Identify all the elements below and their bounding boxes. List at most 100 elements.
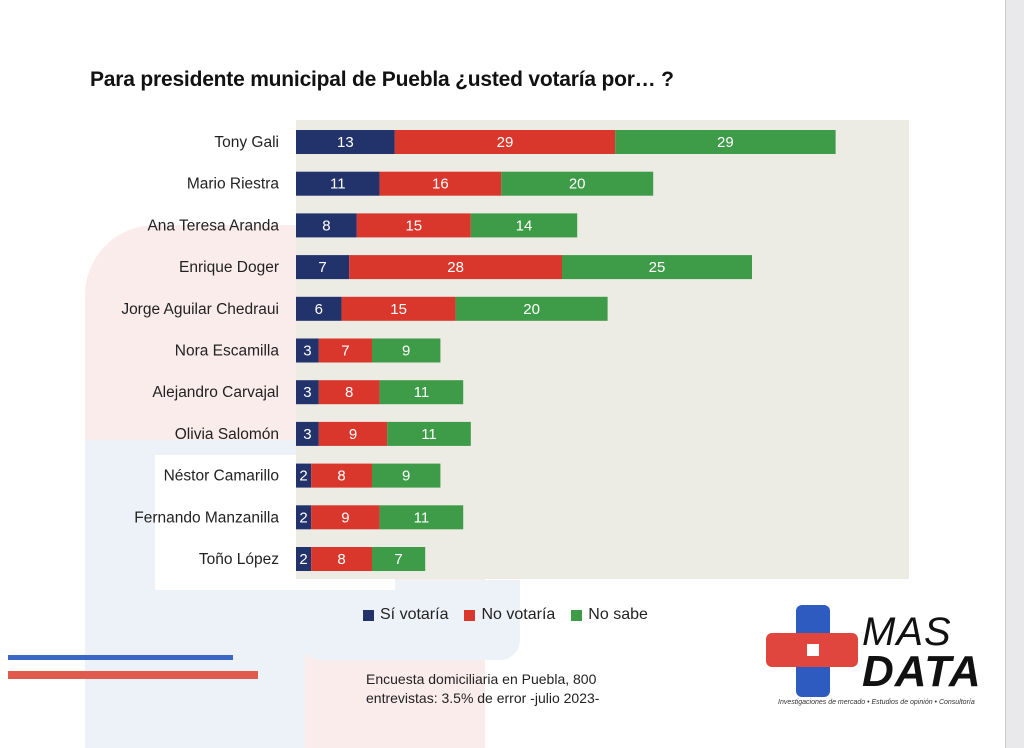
data-label-si: 3 [303,384,311,401]
data-label-no: 15 [390,301,407,318]
legend-item-nosabe: No sabe [571,606,648,624]
source-line-2: entrevistas: 3.5% de error -julio 2023- [366,690,600,706]
decorative-stripe-blue [8,655,233,660]
data-label-no: 7 [341,343,349,360]
data-label-no: 15 [405,217,422,234]
category-label: Fernando Manzanilla [134,509,279,526]
data-label-nosabe: 11 [414,509,430,526]
logo-wordmark: MAS DATA [862,612,982,696]
bar-segment-no [394,130,616,154]
legend-label-no: No votaría [481,606,556,623]
data-label-no: 8 [345,384,353,401]
bar-segment-nosabe [470,213,578,238]
bar-segment-no [311,505,380,530]
bar-segment-nosabe [455,296,608,321]
decorative-stripe-red [8,671,258,679]
data-label-nosabe: 9 [402,468,410,485]
chart-title: Para presidente municipal de Puebla ¿ust… [90,68,674,91]
bar-segment-si [296,255,350,280]
legend: Sí votaría No votaría No sabe [363,606,664,624]
bar-segment-si [296,421,319,446]
category-labels: Tony Gali Mario Riestra Ana Teresa Aranda E… [121,134,279,568]
data-label-nosabe: 11 [421,426,437,443]
bar-segment-si [296,130,395,154]
bar-segment-si [296,296,342,321]
data-label-si: 13 [337,134,354,151]
data-label-no: 8 [337,468,345,485]
data-label-nosabe: 9 [402,343,410,360]
data-label-no: 8 [337,551,345,568]
category-label: Ana Teresa Aranda [147,217,279,234]
category-label: Néstor Camarillo [164,468,279,485]
category-label: Olivia Salomón [175,426,279,443]
bar-segment-nosabe [562,255,752,280]
bar-segment-si [296,463,312,488]
bar-segment-si [296,213,357,238]
legend-swatch-no [464,609,476,621]
legend-item-si: Sí votaría [363,606,448,624]
logo-cross-inner [807,644,819,656]
category-label: Enrique Doger [179,259,279,276]
bar-segment-si [296,338,319,363]
data-label-si: 3 [303,426,311,443]
data-label-si: 6 [315,301,323,318]
bar-segment-no [349,255,562,280]
bar-segment-si [296,171,380,196]
data-label-si: 2 [299,551,307,568]
legend-swatch-si [363,609,374,621]
category-label: Tony Gali [214,134,279,151]
bar-segment-no [318,380,380,405]
data-label-nosabe: 7 [394,551,402,568]
bar-segment-nosabe [372,338,441,363]
data-label-nosabe: 25 [649,259,666,276]
legend-swatch-nosabe [571,609,583,621]
data-label-no: 9 [349,426,357,443]
bar-segment-no [379,171,502,196]
data-label-no: 29 [497,134,514,151]
data-label-nosabe: 20 [569,176,586,193]
logo-tagline: Investigaciones de mercado • Estudios de… [778,699,975,706]
category-label: Jorge Aguilar Chedraui [121,301,279,318]
bar-segment-si [296,505,312,530]
bar-segment-si [296,547,312,571]
bar-segment-no [318,421,388,446]
bar-segment-no [311,547,372,571]
legend-label-nosabe: No sabe [588,606,648,623]
bar-segment-no [318,338,372,363]
source-line-1: Encuesta domiciliaria en Puebla, 800 [366,671,597,687]
data-label-no: 9 [341,509,349,526]
bar-segment-nosabe [372,463,441,488]
data-label-si: 11 [330,176,346,193]
data-label-si: 7 [318,259,326,276]
frame-edge-line [1005,0,1006,748]
bar-segment-no [341,296,456,321]
data-label-si: 3 [303,343,311,360]
category-label: Mario Riestra [187,176,280,193]
bar-segment-nosabe [615,130,836,154]
data-label-si: 2 [299,509,307,526]
data-label-si: 8 [322,217,330,234]
background-shape-blue-lower [300,580,520,660]
bar-segment-no [356,213,471,238]
data-label-nosabe: 14 [516,217,533,234]
bar-segment-nosabe [379,380,464,405]
source-note: Encuesta domiciliaria en Puebla, 800 ent… [366,670,599,708]
legend-item-no: No votaría [464,606,555,624]
bar-segment-nosabe [379,505,464,530]
data-label-nosabe: 11 [414,384,430,401]
bar-segment-no [311,463,372,488]
bar-segment-nosabe [387,421,471,446]
logo-word-data: DATA [862,647,982,696]
bar-segment-si [296,380,319,405]
masdata-logo [766,605,858,697]
data-label-nosabe: 29 [717,134,734,151]
category-label: Alejandro Carvajal [152,384,279,401]
legend-label-si: Sí votaría [380,606,449,623]
data-label-si: 2 [299,468,307,485]
bar-segment-nosabe [501,171,654,196]
frame-edge [1006,0,1024,748]
bar-segment-nosabe [372,547,426,571]
data-label-nosabe: 20 [523,301,540,318]
